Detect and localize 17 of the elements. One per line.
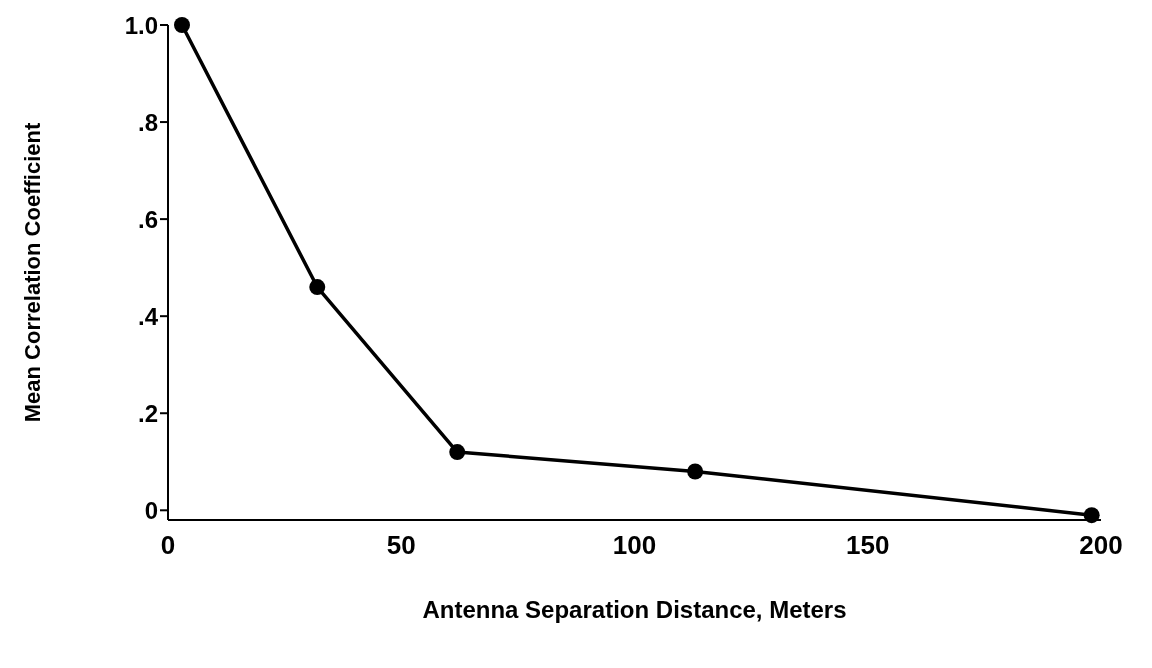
y-axis-title: Mean Correlation Coefficient <box>19 122 45 423</box>
y-tick-label: .8 <box>137 108 158 136</box>
point <box>449 444 466 461</box>
y-tick-label: 1.0 <box>124 11 158 39</box>
point <box>1083 507 1100 524</box>
x-tick-label: 150 <box>846 530 890 561</box>
y-tick-label: .6 <box>137 205 158 233</box>
y-tick-label: .4 <box>137 302 159 330</box>
x-tick-label: 200 <box>1079 530 1123 561</box>
point <box>687 463 704 480</box>
x-tick-label: 50 <box>386 530 416 561</box>
x-axis-title: Antenna Separation Distance, Meters <box>422 596 847 623</box>
y-tick-label: .2 <box>137 399 158 427</box>
y-tick-label: 0 <box>144 496 158 524</box>
point <box>174 17 190 33</box>
point <box>309 279 326 296</box>
x-tick-label: 100 <box>612 530 657 561</box>
